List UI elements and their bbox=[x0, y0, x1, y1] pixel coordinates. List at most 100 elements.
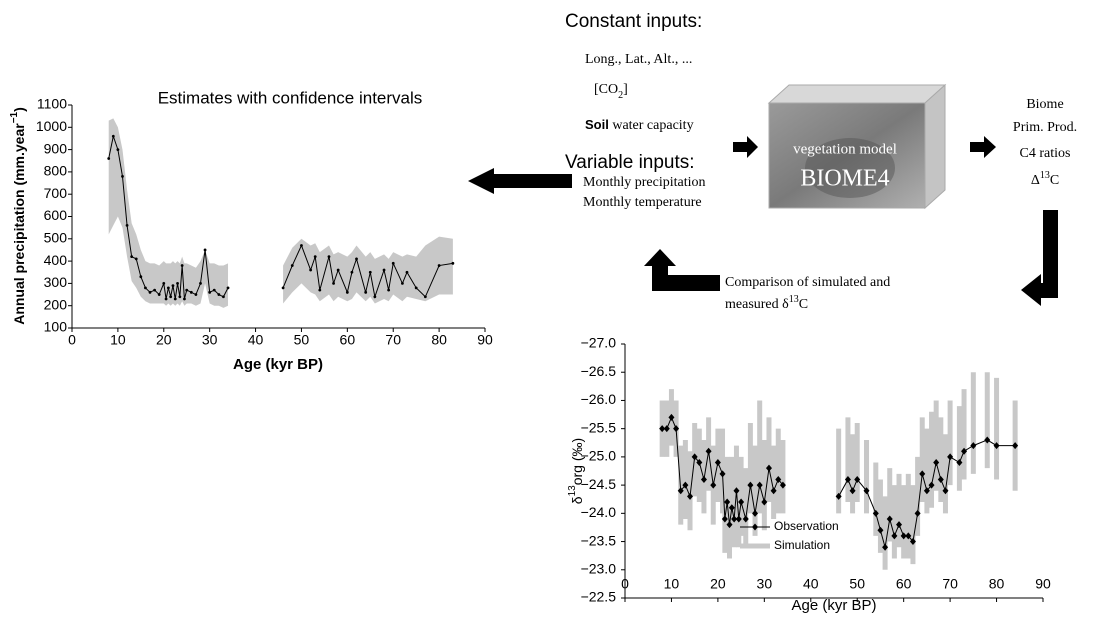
data-point bbox=[336, 268, 340, 272]
data-point bbox=[844, 475, 851, 483]
y-tick-label: −24.0 bbox=[581, 504, 617, 520]
data-point bbox=[169, 295, 173, 299]
x-tick-label: 60 bbox=[340, 332, 356, 348]
data-point bbox=[281, 286, 285, 290]
data-point bbox=[928, 481, 935, 489]
data-point bbox=[373, 295, 377, 299]
x-axis-label: Age (kyr BP) bbox=[233, 356, 323, 373]
chart: −27.0 −26.5 −26.0 −25.5 −25.0 −24.5 −24.0 −23.5… bbox=[581, 335, 1051, 605]
data-point bbox=[208, 290, 212, 294]
data-point bbox=[682, 481, 689, 489]
x-tick-label: 40 bbox=[803, 576, 819, 592]
data-point bbox=[673, 425, 680, 433]
data-point bbox=[724, 498, 731, 506]
data-point bbox=[180, 264, 184, 267]
delta-main: Δ bbox=[1031, 173, 1040, 188]
data-point bbox=[863, 487, 870, 495]
x-tick-label: 20 bbox=[710, 576, 726, 592]
y-tick-label: −26.5 bbox=[581, 363, 617, 379]
y-tick-label: 500 bbox=[44, 230, 68, 246]
data-point bbox=[961, 447, 968, 455]
comparison-main: measured δ bbox=[725, 297, 789, 312]
y-axis-label-main: δ bbox=[569, 496, 585, 504]
y-tick-label: 200 bbox=[44, 296, 68, 312]
co2-input: [CO2] bbox=[594, 82, 628, 101]
data-point bbox=[414, 286, 418, 290]
legend-label: Simulation bbox=[774, 538, 830, 552]
soil-input: Soil water capacity bbox=[585, 117, 694, 133]
data-point bbox=[1012, 442, 1019, 450]
y-axis-label: δ13org (‰) bbox=[567, 438, 585, 504]
y-axis-label-end: ) bbox=[11, 107, 27, 112]
data-point bbox=[993, 442, 1000, 450]
data-point bbox=[350, 270, 354, 274]
data-point bbox=[451, 261, 455, 265]
data-point bbox=[937, 475, 944, 483]
output: Biome bbox=[1026, 97, 1063, 112]
data-point bbox=[157, 293, 161, 296]
constant-input: Long., Lat., Alt., ... bbox=[585, 52, 692, 67]
data-point bbox=[770, 487, 777, 495]
constant-inputs-title: Constant inputs: bbox=[565, 11, 702, 32]
data-point bbox=[721, 515, 728, 523]
y-tick-label: −23.5 bbox=[581, 532, 617, 548]
x-tick-label: 50 bbox=[849, 576, 865, 592]
x-tick-label: 80 bbox=[989, 576, 1005, 592]
data-point bbox=[173, 297, 177, 301]
data-point bbox=[405, 270, 409, 274]
data-point bbox=[733, 487, 740, 495]
data-point bbox=[309, 268, 313, 272]
variable-input: Monthly precipitation bbox=[583, 175, 705, 190]
y-axis-label-sup: 13 bbox=[567, 485, 578, 497]
data-point bbox=[111, 134, 115, 138]
y-tick-label: 1100 bbox=[37, 96, 67, 112]
data-point bbox=[728, 504, 735, 512]
data-point bbox=[355, 257, 358, 261]
data-point bbox=[116, 148, 120, 152]
data-point bbox=[710, 481, 717, 489]
comparison-text: measured δ13C bbox=[725, 294, 808, 312]
y-tick-label: 900 bbox=[44, 140, 68, 156]
y-axis-label: Annual precipitation (mm.year−1) bbox=[9, 107, 27, 325]
comparison-text: Comparison of simulated and bbox=[725, 275, 890, 290]
y-tick-label: −25.0 bbox=[581, 448, 617, 464]
data-point bbox=[752, 509, 759, 517]
data-point bbox=[747, 481, 754, 489]
x-tick-label: 60 bbox=[896, 576, 912, 592]
comparison-end: C bbox=[799, 297, 808, 312]
data-point bbox=[726, 521, 733, 529]
data-point bbox=[923, 487, 930, 495]
y-tick-label: 300 bbox=[44, 274, 68, 290]
data-point bbox=[185, 288, 189, 292]
data-point bbox=[738, 498, 745, 506]
data-point bbox=[121, 174, 124, 178]
x-tick-label: 10 bbox=[664, 576, 680, 592]
data-point bbox=[756, 481, 763, 489]
data-point bbox=[199, 282, 202, 285]
data-point bbox=[368, 270, 372, 274]
leaf-shadow bbox=[805, 138, 895, 198]
y-tick-label: −24.5 bbox=[581, 476, 617, 492]
data-point bbox=[203, 248, 207, 252]
data-point bbox=[905, 532, 912, 540]
x-tick-label: 90 bbox=[477, 332, 493, 348]
data-point bbox=[677, 487, 684, 495]
data-point bbox=[401, 282, 404, 285]
data-point bbox=[909, 538, 916, 546]
output: Δ13C bbox=[1031, 170, 1059, 188]
variable-input: Monthly temperature bbox=[583, 195, 702, 210]
box-top bbox=[767, 84, 947, 104]
data-point bbox=[914, 509, 921, 517]
data-point bbox=[162, 282, 166, 285]
y-tick-label: −26.0 bbox=[581, 391, 617, 407]
data-point bbox=[775, 475, 782, 483]
chart-title: Estimates with confidence intervals bbox=[158, 88, 423, 107]
variable-inputs-title: Variable inputs: bbox=[565, 152, 695, 173]
data-point bbox=[178, 295, 182, 299]
x-tick-label: 90 bbox=[1035, 576, 1051, 592]
data-point bbox=[364, 290, 368, 294]
data-point bbox=[332, 282, 335, 285]
data-point bbox=[194, 293, 198, 296]
data-point bbox=[382, 268, 386, 272]
y-tick-label: 400 bbox=[44, 252, 68, 268]
